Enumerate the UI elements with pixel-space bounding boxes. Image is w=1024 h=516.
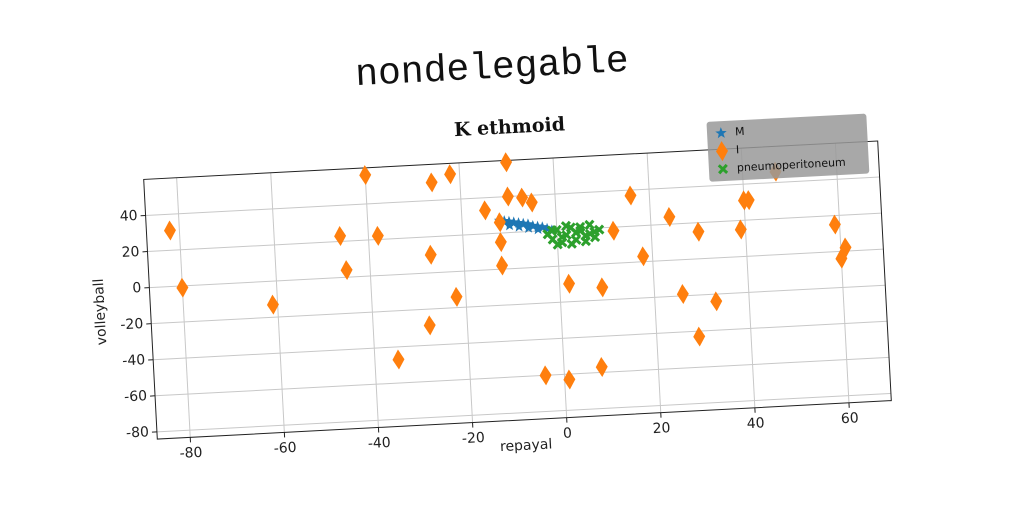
point bbox=[693, 326, 706, 347]
y-tick-label: 0 bbox=[132, 280, 142, 296]
grid-line bbox=[149, 249, 883, 287]
point bbox=[595, 357, 608, 378]
point bbox=[637, 246, 650, 267]
point bbox=[582, 237, 590, 245]
grid-line bbox=[459, 163, 473, 423]
point bbox=[450, 287, 463, 308]
grid-line bbox=[741, 148, 755, 408]
point bbox=[624, 185, 637, 206]
grid-line bbox=[151, 285, 885, 323]
point bbox=[494, 232, 507, 253]
x-tick-label: -60 bbox=[273, 440, 297, 457]
point bbox=[676, 284, 689, 305]
plot-frame bbox=[144, 141, 892, 439]
grid-line bbox=[365, 168, 379, 428]
point bbox=[424, 244, 437, 265]
grid-line bbox=[177, 178, 191, 438]
point bbox=[585, 221, 593, 229]
point bbox=[692, 221, 705, 242]
y-tick-label: -20 bbox=[120, 316, 144, 333]
grid-line bbox=[835, 143, 849, 403]
plot: K ethmoid repayal volleyball -80 -60 -40 -2… bbox=[83, 97, 893, 476]
x-tick-label: -80 bbox=[179, 445, 203, 462]
grid-line bbox=[153, 321, 887, 359]
grid-line bbox=[155, 357, 889, 395]
legend-label: I bbox=[736, 143, 740, 156]
y-tick-label: -60 bbox=[124, 388, 148, 405]
point bbox=[163, 220, 176, 241]
x-tick-label: -40 bbox=[367, 435, 391, 452]
legend-label: M bbox=[735, 125, 745, 138]
point bbox=[425, 172, 438, 193]
chart-title: K ethmoid bbox=[453, 113, 565, 141]
page-heading: nondelegable bbox=[354, 40, 630, 97]
point bbox=[596, 277, 609, 298]
y-tick-label: -80 bbox=[126, 424, 150, 441]
grid-line bbox=[157, 393, 891, 431]
point bbox=[479, 200, 492, 221]
point bbox=[493, 212, 506, 233]
point bbox=[500, 152, 513, 173]
y-axis-label: volleyball bbox=[91, 278, 110, 346]
y-tick-label: 20 bbox=[121, 244, 140, 261]
x-tick-label: 60 bbox=[840, 410, 859, 427]
x-tick-label: 0 bbox=[563, 425, 573, 441]
point bbox=[444, 164, 457, 185]
point bbox=[423, 315, 436, 336]
y-tick-label: -40 bbox=[122, 352, 146, 369]
point bbox=[334, 226, 347, 247]
point bbox=[516, 187, 529, 208]
x-tick-label: 20 bbox=[652, 420, 671, 437]
point bbox=[501, 186, 514, 207]
grid-line bbox=[647, 153, 661, 413]
point bbox=[539, 365, 552, 386]
point bbox=[607, 220, 620, 241]
y-tick-label: 40 bbox=[119, 208, 138, 225]
point bbox=[563, 273, 576, 294]
point bbox=[371, 226, 384, 247]
point bbox=[496, 255, 509, 276]
x-tick-label: -20 bbox=[462, 430, 486, 447]
x-tick-label: 40 bbox=[746, 415, 765, 432]
x-axis-label: repayal bbox=[500, 436, 553, 455]
point bbox=[176, 277, 189, 298]
point bbox=[392, 349, 405, 370]
